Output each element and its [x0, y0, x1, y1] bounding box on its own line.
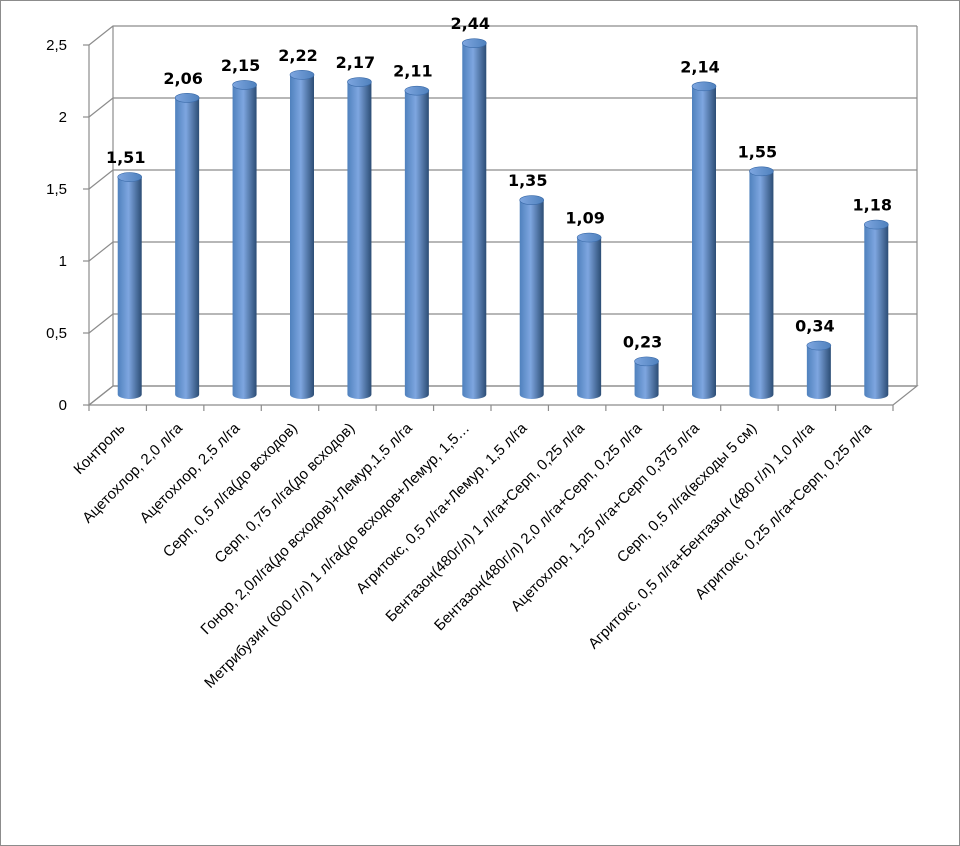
gridline — [88, 313, 917, 334]
bar-cap — [863, 219, 889, 230]
bar-cap — [461, 38, 487, 48]
data-label: 1,35 — [508, 171, 547, 190]
bar — [347, 77, 372, 400]
y-axis-ticks: 0 0,5 1 1,5 2 2,5 — [46, 37, 67, 414]
y-tick-label: 0,5 — [46, 325, 67, 342]
bar-body — [462, 43, 487, 399]
category-label: Метрибузин (600 г/л) 1 л/га(до всходов+Л… — [201, 420, 473, 692]
bar-cap — [634, 356, 659, 367]
bar-body — [175, 97, 200, 400]
bar — [634, 356, 659, 399]
data-label: 1,18 — [853, 196, 892, 215]
gridline — [88, 169, 917, 190]
data-label: 2,17 — [336, 53, 375, 72]
category-label: Контроль — [70, 420, 128, 478]
bar-body — [806, 345, 831, 399]
y-tick-label: 1,5 — [46, 181, 67, 198]
bar — [806, 340, 832, 399]
bar-body — [347, 82, 372, 400]
bar — [576, 232, 602, 399]
bar — [117, 172, 143, 399]
data-label: 2,14 — [680, 57, 719, 76]
bar — [863, 219, 889, 399]
bar — [232, 80, 257, 400]
bars — [117, 38, 889, 400]
bar-cap — [117, 172, 143, 182]
bar-body — [749, 171, 774, 399]
bar-cap — [749, 166, 774, 177]
gridlines — [88, 25, 917, 406]
axes — [83, 26, 919, 411]
bar-cap — [174, 93, 200, 103]
data-label: 2,22 — [278, 46, 317, 65]
bar-body — [404, 90, 429, 399]
y-tick-label: 2 — [59, 109, 67, 126]
bar — [749, 166, 774, 399]
bar-cap — [519, 195, 545, 205]
bar-cap — [404, 85, 430, 96]
data-label: 2,44 — [451, 14, 490, 33]
bar-body — [232, 84, 257, 400]
bar-cap — [691, 81, 717, 92]
bar-body — [290, 74, 314, 399]
bar — [519, 195, 545, 399]
category-label: Ацетохлор, 2,0 л/га — [79, 419, 186, 526]
data-label: 0,23 — [623, 332, 662, 351]
bar-body — [692, 86, 716, 399]
data-label: 1,55 — [738, 142, 777, 161]
y-tick-label: 1 — [59, 253, 67, 270]
data-label: 2,11 — [393, 62, 432, 81]
data-label: 2,15 — [221, 56, 260, 75]
bar-cap — [576, 232, 602, 243]
bar — [404, 85, 430, 399]
data-label: 2,06 — [163, 69, 202, 88]
bar-body — [634, 361, 659, 399]
bar-body — [864, 224, 889, 399]
gridline — [88, 25, 917, 46]
data-labels: 1,51 2,06 2,15 2,22 2,17 2,11 2,44 1,35 1,09 0,23… — [106, 14, 892, 351]
category-label: Гонор, 2,0л/га(до всходов)+Лемур,1,5 л/г… — [197, 419, 416, 638]
data-label: 0,34 — [795, 317, 834, 336]
gridline — [88, 385, 917, 406]
gridline — [88, 97, 917, 118]
category-label: Ацетохлор, 2,5 л/га — [137, 419, 244, 526]
bar — [461, 38, 487, 399]
floor — [87, 385, 919, 406]
category-label: Бентазон(480г/л) 1 л/га+Серп, 0,25 л/га — [382, 419, 588, 625]
bar-cap — [289, 70, 315, 80]
bar-cap — [347, 77, 372, 87]
bar-cap — [232, 80, 257, 90]
data-label: 1,09 — [565, 209, 604, 228]
bar-body — [117, 177, 142, 399]
bar — [174, 93, 200, 400]
y-tick-label: 2,5 — [46, 37, 67, 54]
bar-body — [519, 200, 544, 399]
bar — [691, 81, 717, 399]
bar-body — [577, 237, 602, 399]
bar — [289, 70, 315, 399]
gridline — [88, 241, 917, 262]
bar-cap — [806, 340, 832, 351]
data-label: 1,51 — [106, 148, 145, 167]
y-tick-label: 0 — [59, 397, 67, 414]
category-label: Бентазон(480г/л) 2,0 л/га+Серп, 0,25 л/г… — [431, 419, 646, 634]
